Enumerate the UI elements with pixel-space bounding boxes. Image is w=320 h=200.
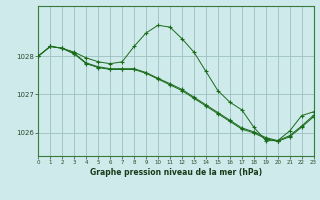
X-axis label: Graphe pression niveau de la mer (hPa): Graphe pression niveau de la mer (hPa)	[90, 168, 262, 177]
